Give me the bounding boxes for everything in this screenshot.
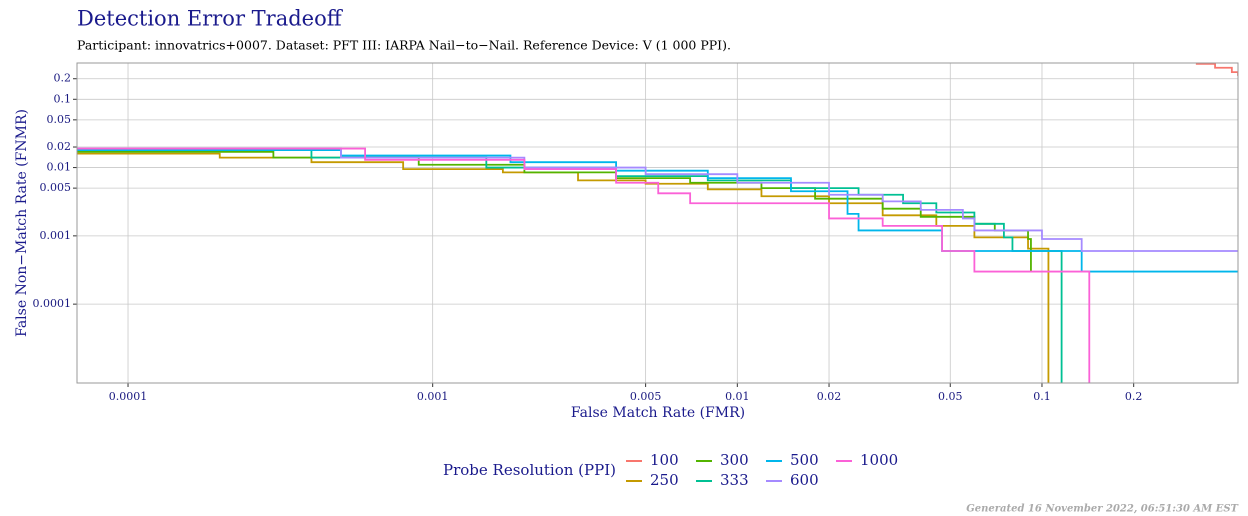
plot-area xyxy=(76,62,1239,384)
x-tick-label: 0.005 xyxy=(630,390,662,403)
x-tick-label: 0.0001 xyxy=(109,390,148,403)
legend-title: Probe Resolution (PPI) xyxy=(443,461,616,479)
y-tick-label: 0.0001 xyxy=(33,297,72,310)
series-line xyxy=(1195,63,1238,76)
y-tick-label: 0.1 xyxy=(54,92,72,105)
x-tick-label: 0.001 xyxy=(417,390,449,403)
legend-label: 600 xyxy=(790,471,819,489)
x-axis-label: False Match Rate (FMR) xyxy=(571,405,745,421)
y-tick-label: 0.2 xyxy=(54,72,72,85)
legend-label: 250 xyxy=(650,471,679,489)
y-tick-label: 0.01 xyxy=(47,161,72,174)
x-tick-label: 0.01 xyxy=(725,390,750,403)
x-tick-label: 0.05 xyxy=(938,390,963,403)
series-line xyxy=(77,149,1238,273)
footer: Generated 16 November 2022, 06:51:30 AM … xyxy=(966,504,1239,515)
legend-label: 1000 xyxy=(860,451,898,469)
grid xyxy=(77,63,1238,383)
legend-label: 300 xyxy=(720,451,749,469)
x-tick-label: 0.02 xyxy=(817,390,842,403)
legend-label: 100 xyxy=(650,451,679,469)
y-tick-label: 0.02 xyxy=(47,140,72,153)
y-tick-label: 0.005 xyxy=(40,181,72,194)
x-tick-label: 0.2 xyxy=(1125,390,1143,403)
y-tick-label: 0.05 xyxy=(47,113,72,126)
series-line xyxy=(77,147,1091,383)
chart-title: Detection Error Tradeoff xyxy=(77,7,344,31)
plot-area xyxy=(76,62,1239,384)
chart-subtitle: Participant: innovatrics+0007. Dataset: … xyxy=(77,38,731,53)
x-tick-label: 0.1 xyxy=(1033,390,1051,403)
legend-label: 333 xyxy=(720,471,749,489)
y-tick-label: 0.001 xyxy=(40,229,72,242)
legend-label: 500 xyxy=(790,451,819,469)
y-axis-label: False Non−Match Rate (FNMR) xyxy=(14,109,30,337)
